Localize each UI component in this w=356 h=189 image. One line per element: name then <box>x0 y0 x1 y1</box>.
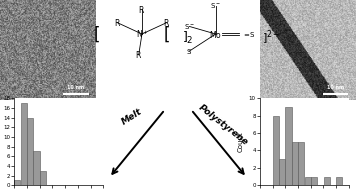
Text: 10 nm: 10 nm <box>67 85 84 90</box>
Text: $\mathrm{=\!S}$: $\mathrm{=\!S}$ <box>242 29 255 39</box>
Text: $\mathrm{S}$: $\mathrm{S}$ <box>187 46 193 56</box>
Text: $[$: $[$ <box>93 24 100 44</box>
Text: $]^{2-}$: $]^{2-}$ <box>262 29 281 47</box>
Bar <box>311 177 317 185</box>
Bar <box>304 177 310 185</box>
Text: Polystyrene: Polystyrene <box>197 103 250 147</box>
Text: $\mathrm{Mo}$: $\mathrm{Mo}$ <box>209 29 222 40</box>
Y-axis label: Count: Count <box>237 131 243 152</box>
Bar <box>279 159 285 185</box>
Bar <box>14 180 20 185</box>
Bar <box>21 103 27 185</box>
Bar <box>298 142 304 185</box>
Text: Melt: Melt <box>120 107 144 127</box>
Text: $\mathrm{S}^-$: $\mathrm{S}^-$ <box>210 1 221 10</box>
Bar <box>33 151 40 185</box>
Bar <box>286 107 292 185</box>
Bar <box>336 177 342 185</box>
Text: $]_2$: $]_2$ <box>182 30 194 46</box>
Text: $\mathrm{R}$: $\mathrm{R}$ <box>163 17 170 28</box>
Text: 10 nm: 10 nm <box>327 85 344 90</box>
Text: $[$: $[$ <box>163 24 170 44</box>
Text: $\mathrm{S}^-$: $\mathrm{S}^-$ <box>184 22 195 31</box>
Bar <box>27 118 33 185</box>
Text: $\mathrm{R}$: $\mathrm{R}$ <box>135 49 142 60</box>
Text: $\mathrm{R}$: $\mathrm{R}$ <box>114 17 121 28</box>
Bar <box>292 142 298 185</box>
Bar <box>40 171 46 185</box>
Bar <box>273 116 279 185</box>
Text: $\mathrm{N}^+$: $\mathrm{N}^+$ <box>136 28 148 40</box>
Bar <box>324 177 330 185</box>
Text: $\mathrm{R}$: $\mathrm{R}$ <box>138 4 146 15</box>
